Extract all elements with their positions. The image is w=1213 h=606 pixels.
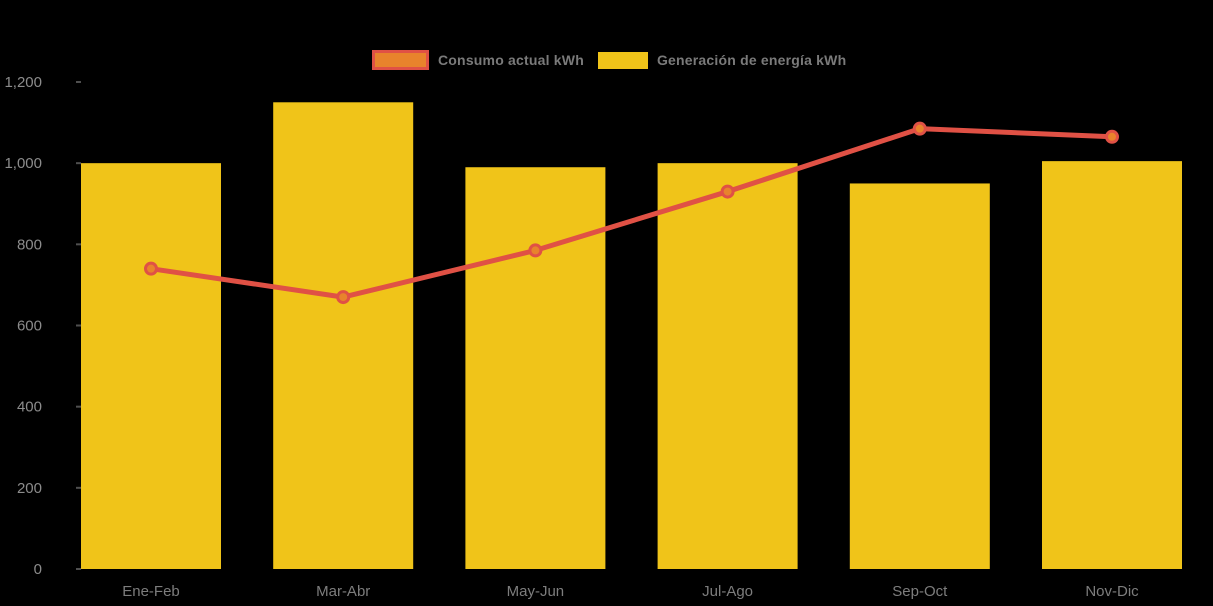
x-axis-label-Jul-Ago: Jul-Ago <box>702 583 753 600</box>
legend-item-generacion[interactable]: Generación de energía kWh <box>597 51 847 69</box>
y-axis-tick <box>76 486 81 489</box>
y-axis-label: 0 <box>34 561 42 578</box>
legend: Consumo actual kWh Generación de energía… <box>372 50 846 70</box>
x-axis-label-Mar-Abr: Mar-Abr <box>316 583 370 600</box>
bar-Sep-Oct[interactable] <box>849 183 990 570</box>
bar-Ene-Feb[interactable] <box>81 163 221 569</box>
y-axis-label: 600 <box>17 318 42 335</box>
consumo-line-swatch-icon <box>372 50 429 70</box>
y-axis-label: 400 <box>17 399 42 416</box>
y-axis-label: 1,000 <box>4 155 42 172</box>
line-point-Nov-Dic[interactable] <box>1105 129 1119 144</box>
x-axis-label-May-Jun: May-Jun <box>507 583 565 600</box>
x-axis-label-Nov-Dic: Nov-Dic <box>1085 583 1139 600</box>
x-axis-label-Sep-Oct: Sep-Oct <box>892 583 948 600</box>
bar-May-Jun[interactable] <box>465 167 606 569</box>
y-axis-tick <box>76 81 81 83</box>
consumo-line <box>148 126 1115 300</box>
y-axis-tick <box>76 405 81 408</box>
line-point-Sep-Oct[interactable] <box>912 121 927 136</box>
bar-Mar-Abr[interactable] <box>273 102 414 570</box>
generacion-bar-swatch-icon <box>597 51 648 69</box>
y-axis-tick <box>76 568 81 570</box>
x-axis-label-Ene-Feb: Ene-Feb <box>122 583 180 600</box>
legend-label-consumo: Consumo actual kWh <box>438 52 584 68</box>
y-axis-tick <box>76 162 81 165</box>
legend-label-generacion: Generación de energía kWh <box>656 52 847 68</box>
bar-Jul-Ago[interactable] <box>657 163 798 569</box>
y-axis-label: 800 <box>17 236 42 253</box>
line-point-May-Jun[interactable] <box>528 243 543 258</box>
y-axis-label: 200 <box>17 480 42 497</box>
line-point-Mar-Abr[interactable] <box>336 290 351 305</box>
line-point-Ene-Feb[interactable] <box>144 261 158 276</box>
legend-item-consumo[interactable]: Consumo actual kWh <box>372 50 584 70</box>
y-axis-label: 1,200 <box>4 74 42 91</box>
bar-Nov-Dic[interactable] <box>1042 161 1182 569</box>
y-axis-tick <box>76 324 81 327</box>
line-point-Jul-Ago[interactable] <box>720 184 735 199</box>
y-axis-tick <box>76 243 81 246</box>
